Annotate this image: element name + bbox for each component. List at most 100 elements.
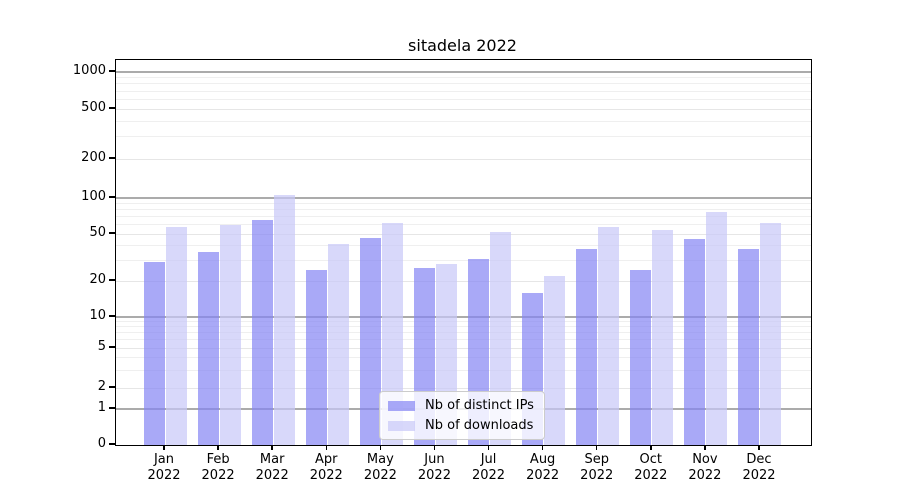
legend-item: Nb of distinct IPs	[388, 398, 534, 413]
x-tick-label-mar: Mar 2022	[255, 452, 289, 483]
gridline	[116, 77, 811, 79]
x-tick-mark	[271, 445, 273, 450]
x-tick-label-jun: Jun 2022	[417, 452, 451, 483]
legend-label: Nb of distinct IPs	[425, 398, 534, 413]
x-tick-mark	[758, 445, 760, 450]
x-tick-mark	[541, 445, 544, 450]
gridline	[116, 83, 811, 85]
gridline	[116, 216, 811, 218]
y-tick-label: 100	[81, 189, 106, 204]
x-tick-mark	[433, 445, 436, 450]
gridline	[116, 357, 811, 359]
y-tick-label: 200	[81, 150, 106, 165]
legend-swatch-distinct-ips	[388, 400, 415, 411]
y-tick-mark	[109, 315, 115, 317]
gridline	[116, 136, 811, 138]
y-tick-mark	[109, 196, 115, 198]
chart-title: sitadela 2022	[408, 36, 517, 55]
y-tick-label: 1000	[72, 63, 106, 78]
bar-downloads-apr	[327, 244, 349, 445]
x-tick-label-jan: Jan 2022	[147, 452, 181, 483]
y-tick-mark	[109, 386, 115, 388]
y-tick-mark	[109, 157, 115, 159]
gridline	[116, 369, 811, 371]
bar-downloads-oct	[652, 230, 674, 445]
x-tick-label-feb: Feb 2022	[201, 452, 235, 483]
x-tick-mark	[704, 445, 706, 450]
bar-downloads-aug	[544, 276, 566, 445]
legend-item: Nb of downloads	[388, 418, 534, 433]
x-tick-label-dec: Dec 2022	[742, 452, 776, 483]
gridline	[116, 259, 811, 261]
y-tick-mark	[109, 443, 115, 445]
gridline	[116, 197, 811, 199]
x-tick-label-apr: Apr 2022	[309, 452, 343, 483]
bar-downloads-sep	[598, 227, 620, 445]
gridline	[116, 158, 811, 160]
bar-distinct-ips-dec	[738, 249, 760, 445]
bar-distinct-ips-jan	[143, 261, 165, 445]
bar-distinct-ips-nov	[684, 239, 706, 445]
gridline	[116, 233, 811, 235]
plot-area: Nb of distinct IPs Nb of downloads	[115, 59, 812, 446]
x-tick-mark	[650, 445, 652, 450]
bar-distinct-ips-sep	[576, 249, 598, 445]
x-tick-label-sep: Sep 2022	[580, 452, 614, 483]
gridline	[116, 224, 811, 226]
x-tick-mark	[217, 445, 219, 450]
gridline	[116, 120, 811, 122]
x-tick-label-jul: Jul 2022	[471, 452, 506, 483]
y-tick-mark	[109, 232, 115, 234]
legend: Nb of distinct IPs Nb of downloads	[379, 391, 545, 440]
x-tick-label-aug: Aug 2022	[526, 452, 560, 483]
legend-label: Nb of downloads	[425, 418, 534, 433]
bar-downloads-mar	[273, 195, 295, 445]
y-tick-label: 20	[89, 272, 106, 287]
bar-distinct-ips-may	[359, 238, 381, 445]
x-tick-mark	[163, 445, 165, 450]
gridline	[116, 202, 811, 204]
y-tick-mark	[109, 346, 115, 348]
bar-downloads-nov	[706, 211, 728, 445]
x-tick-label-nov: Nov 2022	[688, 452, 722, 483]
gridline	[116, 90, 811, 92]
gridline	[116, 332, 811, 334]
x-tick-mark	[325, 445, 327, 450]
gridline	[116, 280, 811, 282]
x-tick-label-oct: Oct 2022	[634, 452, 668, 483]
gridline	[116, 71, 811, 73]
y-tick-mark	[109, 407, 115, 409]
y-tick-mark	[109, 107, 115, 109]
gridline	[116, 347, 811, 349]
gridline	[116, 209, 811, 211]
gridline	[116, 316, 811, 318]
x-tick-mark	[487, 445, 490, 450]
y-tick-label: 500	[81, 100, 106, 115]
y-tick-label: 1	[97, 400, 106, 415]
y-tick-label: 10	[89, 308, 106, 323]
x-tick-mark	[379, 445, 382, 450]
bar-downloads-may	[381, 222, 403, 445]
gridline	[116, 339, 811, 341]
bar-downloads-dec	[760, 222, 782, 445]
x-tick-label-may: May 2022	[363, 452, 397, 483]
bar-distinct-ips-mar	[251, 220, 273, 445]
bar-downloads-jan	[165, 227, 187, 445]
bar-distinct-ips-apr	[305, 269, 327, 445]
x-tick-mark	[596, 445, 598, 450]
gridline	[116, 387, 811, 389]
gridline	[116, 321, 811, 323]
bar-distinct-ips-feb	[197, 252, 219, 445]
gridline	[116, 98, 811, 100]
bar-distinct-ips-oct	[630, 269, 652, 445]
gridline	[116, 326, 811, 328]
y-tick-label: 5	[97, 339, 106, 354]
y-tick-mark	[109, 70, 115, 72]
y-tick-label: 50	[89, 225, 106, 240]
y-tick-label: 2	[97, 379, 106, 394]
gridline	[116, 108, 811, 110]
y-tick-label: 0	[97, 436, 106, 451]
gridline	[116, 244, 811, 246]
y-tick-mark	[109, 279, 115, 281]
